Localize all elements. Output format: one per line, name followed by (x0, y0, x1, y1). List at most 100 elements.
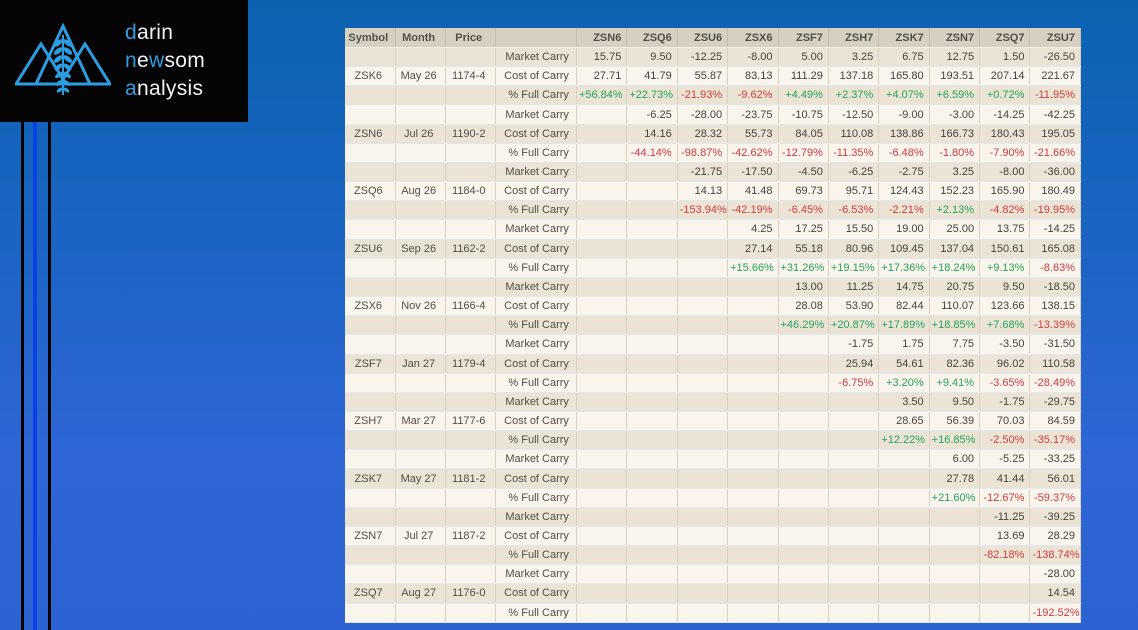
value-cell (778, 603, 829, 623)
symbol-cell: ZSU6 (345, 239, 396, 259)
row-label: Market Carry (495, 334, 577, 355)
symbol-cell (345, 219, 396, 240)
value-cell: 84.05 (778, 124, 829, 144)
value-cell (878, 507, 930, 527)
month-cell (395, 449, 446, 470)
value-cell: 13.75 (979, 219, 1031, 240)
value-cell: 3.25 (828, 47, 880, 68)
value-cell: 110.58 (1029, 354, 1081, 374)
value-cell (778, 583, 829, 604)
vertical-stripe-black-right (48, 122, 51, 630)
value-cell: +21.60% (929, 488, 981, 508)
value-cell (576, 354, 628, 374)
value-cell: 95.71 (828, 181, 880, 202)
symbol-cell (345, 315, 396, 336)
price-cell (445, 488, 496, 508)
value-cell: 55.18 (778, 239, 829, 259)
month-cell (395, 143, 446, 163)
value-cell (778, 334, 829, 355)
value-cell (979, 564, 1031, 585)
value-cell (878, 545, 930, 566)
value-cell: 41.79 (626, 66, 678, 87)
value-cell (727, 277, 779, 298)
value-cell: 152.23 (929, 181, 981, 202)
price-cell (445, 430, 496, 451)
value-cell: -23.75 (727, 104, 779, 125)
column-header: Symbol (345, 28, 396, 48)
row-label: % Full Carry (495, 200, 577, 221)
value-cell (929, 526, 981, 547)
value-cell: 15.75 (576, 47, 628, 68)
symbol-cell: ZSK7 (345, 468, 396, 489)
month-cell (395, 277, 446, 298)
value-cell (626, 411, 678, 432)
value-cell: -5.25 (979, 449, 1031, 470)
value-cell (677, 411, 729, 432)
value-cell: 180.49 (1029, 181, 1081, 202)
value-cell: -6.75% (828, 373, 880, 393)
value-cell (677, 430, 729, 451)
table-row: Market Carry -28.00 (345, 564, 1081, 585)
value-cell (576, 583, 628, 604)
value-cell (929, 603, 981, 623)
month-cell: Jan 27 (395, 354, 446, 374)
value-cell (878, 488, 930, 508)
row-label: % Full Carry (495, 545, 577, 566)
value-cell: 124.43 (878, 181, 930, 202)
value-cell: +15.66% (727, 258, 779, 278)
value-cell (677, 373, 729, 393)
table-row: ZSK7 May 27 1181-2 Cost of Carry 27.78 41.44 5… (345, 468, 1081, 489)
price-cell (445, 219, 496, 240)
value-cell: 150.61 (979, 239, 1031, 259)
value-cell: -12.25 (677, 47, 729, 68)
value-cell: 27.78 (929, 468, 981, 489)
mountains-wheat-icon (14, 22, 112, 95)
value-cell: 166.73 (929, 124, 981, 144)
table-row: Market Carry 6.00 -5.25 -33.25 (345, 449, 1081, 470)
value-cell: 28.65 (878, 411, 930, 432)
price-cell (445, 162, 496, 183)
row-label: % Full Carry (495, 85, 577, 106)
value-cell: -21.75 (677, 162, 729, 183)
value-cell: 165.90 (979, 181, 1031, 202)
value-cell: 11.25 (828, 277, 880, 298)
value-cell: 25.94 (828, 354, 880, 374)
value-cell (576, 564, 628, 585)
value-cell: -42.25 (1029, 104, 1081, 125)
value-cell: -1.80% (929, 143, 981, 163)
value-cell: 165.08 (1029, 239, 1081, 259)
value-cell: +12.22% (878, 430, 930, 451)
value-cell (828, 468, 880, 489)
value-cell (727, 334, 779, 355)
value-cell (828, 583, 880, 604)
value-cell: 13.69 (979, 526, 1031, 547)
value-cell (929, 545, 981, 566)
table-row: % Full Carry -6.75% +3.20% +9.41% -3.65% -28.… (345, 373, 1081, 393)
value-cell (626, 545, 678, 566)
month-cell: Jul 26 (395, 124, 446, 144)
symbol-cell (345, 545, 396, 566)
value-cell: 5.00 (778, 47, 829, 68)
table-row: Market Carry 15.75 9.50 -12.25 -8.00 5.00 3.25… (345, 47, 1081, 68)
value-cell: -11.95% (1029, 85, 1081, 106)
value-cell: 28.08 (778, 296, 829, 317)
logo-word-analysis: analysis (125, 76, 204, 100)
table-row: % Full Carry +21.60% -12.67% -59.37% (345, 488, 1081, 508)
value-cell: -26.50 (1029, 47, 1081, 68)
value-cell: -13.39% (1029, 315, 1081, 336)
price-cell (445, 258, 496, 278)
contract-column-header: ZSK7 (878, 28, 930, 48)
value-cell (677, 277, 729, 298)
value-cell: +3.20% (878, 373, 930, 393)
value-cell: 138.86 (878, 124, 930, 144)
header-row: Symbol Month Price ZSN6 ZSQ6 ZSU6 ZSX6 ZSF7 ZSH7… (345, 28, 1081, 48)
value-cell: 14.13 (677, 181, 729, 202)
value-cell: 28.29 (1029, 526, 1081, 547)
value-cell (828, 526, 880, 547)
value-cell (576, 277, 628, 298)
value-cell: 53.90 (828, 296, 880, 317)
row-label: Cost of Carry (495, 411, 577, 432)
value-cell (626, 200, 678, 221)
value-cell: -21.93% (677, 85, 729, 106)
